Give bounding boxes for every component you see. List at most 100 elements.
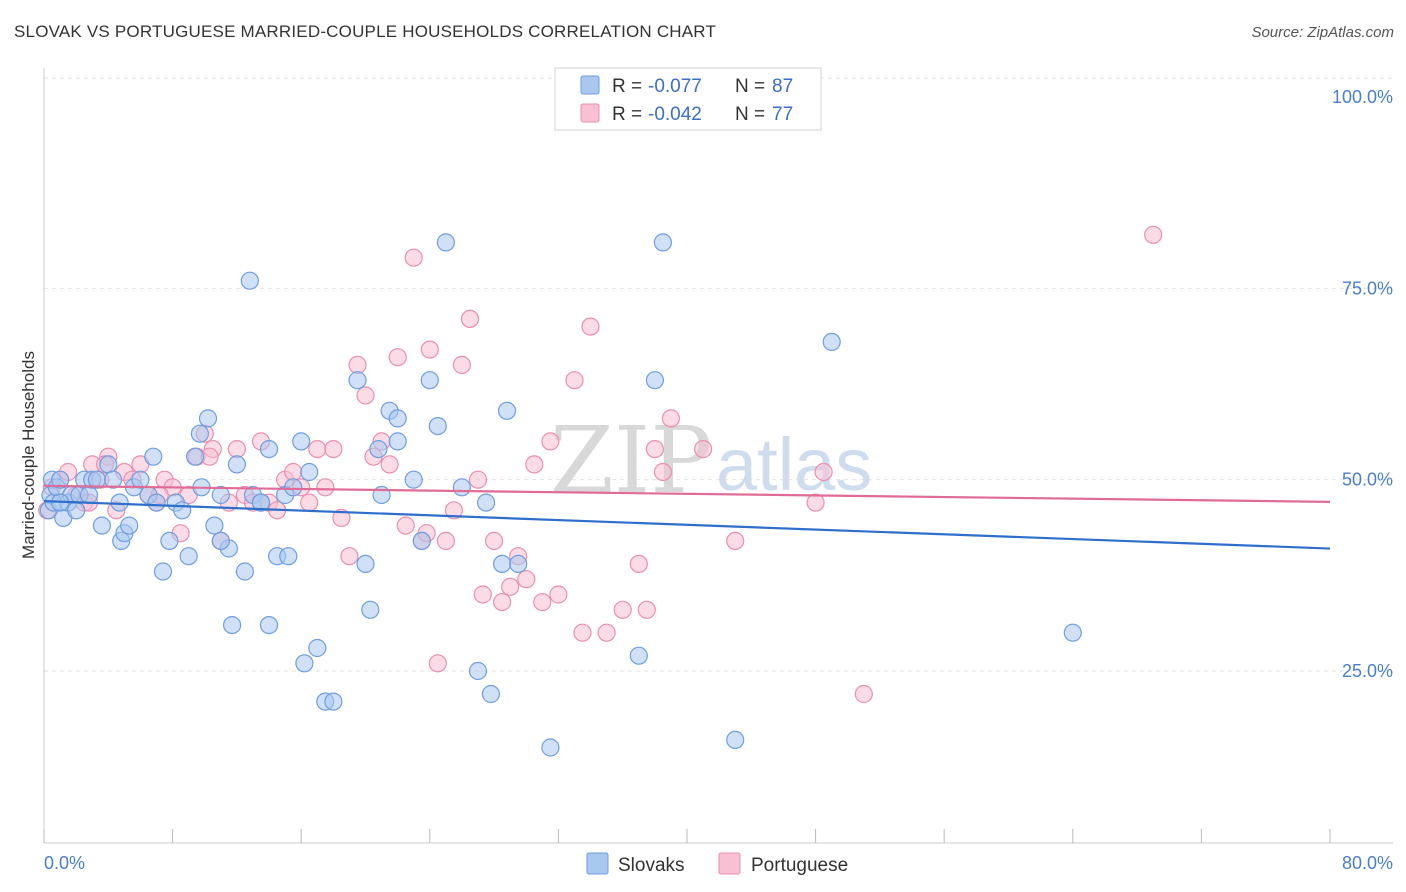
slovaks-point-20 xyxy=(120,516,139,535)
slovaks-point-52 xyxy=(240,271,259,290)
legend-n-label-slovaks: N = xyxy=(735,76,765,97)
bottom-legend-swatch-portuguese xyxy=(718,852,741,875)
slovaks-point-5 xyxy=(50,470,70,489)
portuguese-point-64 xyxy=(565,371,584,390)
portuguese-point-76 xyxy=(806,493,825,512)
slovaks-point-72 xyxy=(481,684,500,704)
source-credit: Source: ZipAtlas.com xyxy=(1251,24,1394,41)
slovaks-point-75 xyxy=(509,554,528,574)
slovaks-point-32 xyxy=(198,409,218,428)
portuguese-point-59 xyxy=(517,570,536,589)
slovaks-point-70 xyxy=(468,661,488,681)
bottom-legend-label-slovaks: Slovaks xyxy=(618,855,685,876)
portuguese-point-75 xyxy=(726,531,745,551)
portuguese-point-55 xyxy=(485,531,504,551)
slovaks-point-64 xyxy=(404,470,423,489)
slovaks-point-86 xyxy=(251,493,271,512)
slovaks-point-16 xyxy=(99,455,118,474)
y-axis-title: Married-couple Households xyxy=(19,351,38,559)
portuguese-point-67 xyxy=(597,623,616,642)
slovaks-point-29 xyxy=(179,547,198,566)
slovaks-point-62 xyxy=(388,432,407,451)
portuguese-point-68 xyxy=(613,600,632,619)
portuguese-point-48 xyxy=(420,340,439,359)
stats-legend: R = -0.077 N = 87 R = -0.042 N = 77 xyxy=(554,67,822,131)
slovaks-point-50 xyxy=(190,424,209,443)
portuguese-point-51 xyxy=(444,501,463,520)
slovaks-point-57 xyxy=(356,554,375,574)
slovaks-point-69 xyxy=(452,478,471,497)
portuguese-point-65 xyxy=(573,623,592,642)
portuguese-point-73 xyxy=(661,409,681,428)
legend-n-label-portuguese: N = xyxy=(735,104,765,125)
slovaks-point-17 xyxy=(103,470,123,489)
portuguese-point-60 xyxy=(525,455,544,474)
slovaks-point-81 xyxy=(822,332,841,351)
portuguese-point-33 xyxy=(300,493,319,512)
slovaks-point-65 xyxy=(412,531,431,551)
slovaks-point-40 xyxy=(259,440,279,459)
legend-n-value-slovaks: 87 xyxy=(772,76,793,97)
slovaks-point-79 xyxy=(653,233,673,252)
x-tick-labels: 0.0% 80.0% xyxy=(44,853,1393,873)
chart-title: SLOVAK VS PORTUGUESE MARRIED-COUPLE HOUS… xyxy=(14,22,717,41)
gridlines xyxy=(44,77,1393,672)
slovaks-point-36 xyxy=(227,455,246,474)
portuguese-point-36 xyxy=(324,440,343,459)
portuguese-point-31 xyxy=(284,462,303,482)
slovaks-point-44 xyxy=(292,432,311,451)
trend-lines xyxy=(43,484,1331,550)
slovaks-point-37 xyxy=(235,562,254,581)
portuguese-point-77 xyxy=(814,462,833,482)
slovaks-point-33 xyxy=(205,516,224,535)
slovaks-point-58 xyxy=(361,600,380,619)
legend-r-label-portuguese: R = xyxy=(612,104,642,125)
slovaks-point-66 xyxy=(420,371,439,390)
slovaks-point-15 xyxy=(92,516,112,535)
axes xyxy=(43,68,1393,844)
portuguese-point-80 xyxy=(473,585,492,604)
slovaks-point-26 xyxy=(160,531,179,551)
slovaks-point-55 xyxy=(295,654,314,673)
legend-r-value-portuguese: -0.042 xyxy=(648,104,702,125)
slovaks-point-74 xyxy=(497,401,517,420)
slovaks-point-56 xyxy=(348,371,367,390)
bottom-legend: Slovaks Portuguese xyxy=(586,852,848,876)
slovaks-point-82 xyxy=(1063,623,1082,642)
slovaks-point-9 xyxy=(67,501,86,520)
y-tick-label-100: 100.0% xyxy=(1332,87,1393,107)
legend-swatch-portuguese xyxy=(580,103,600,123)
slovaks-point-59 xyxy=(369,440,388,459)
slovaks-point-12 xyxy=(79,485,99,505)
slovaks-point-77 xyxy=(629,646,648,665)
slovaks-point-85 xyxy=(211,531,230,551)
slovaks-point-78 xyxy=(645,371,665,390)
portuguese-point-54 xyxy=(468,470,488,489)
x-tick-label-max: 80.0% xyxy=(1342,853,1393,873)
portuguese-point-46 xyxy=(404,248,423,267)
portuguese-point-57 xyxy=(501,577,520,596)
slovaks-point-24 xyxy=(147,493,166,512)
portuguese-point-40 xyxy=(356,386,375,405)
y-tick-label-75: 75.0% xyxy=(1342,278,1393,298)
slovaks-point-30 xyxy=(186,447,205,466)
slovaks-point-34 xyxy=(211,485,230,505)
slovaks-point-71 xyxy=(477,493,496,512)
trend-line-slovaks xyxy=(43,499,1331,550)
y-tick-label-25: 25.0% xyxy=(1342,661,1393,681)
portuguese-point-62 xyxy=(541,432,560,451)
portuguese-point-74 xyxy=(693,440,713,459)
portuguese-point-79 xyxy=(1144,225,1163,244)
y-tick-label-50: 50.0% xyxy=(1342,470,1393,490)
portuguese-point-39 xyxy=(348,355,367,374)
slovaks-point-28 xyxy=(173,501,192,520)
portuguese-point-52 xyxy=(452,355,471,374)
slovaks-point-48 xyxy=(324,692,343,711)
watermark: ZIP atlas xyxy=(550,407,872,514)
portuguese-point-72 xyxy=(653,462,673,482)
portuguese-point-78 xyxy=(854,684,873,704)
trend-line-portuguese xyxy=(43,484,1331,503)
legend-r-value-slovaks: -0.077 xyxy=(648,76,702,97)
slovaks-point-51 xyxy=(223,615,242,635)
